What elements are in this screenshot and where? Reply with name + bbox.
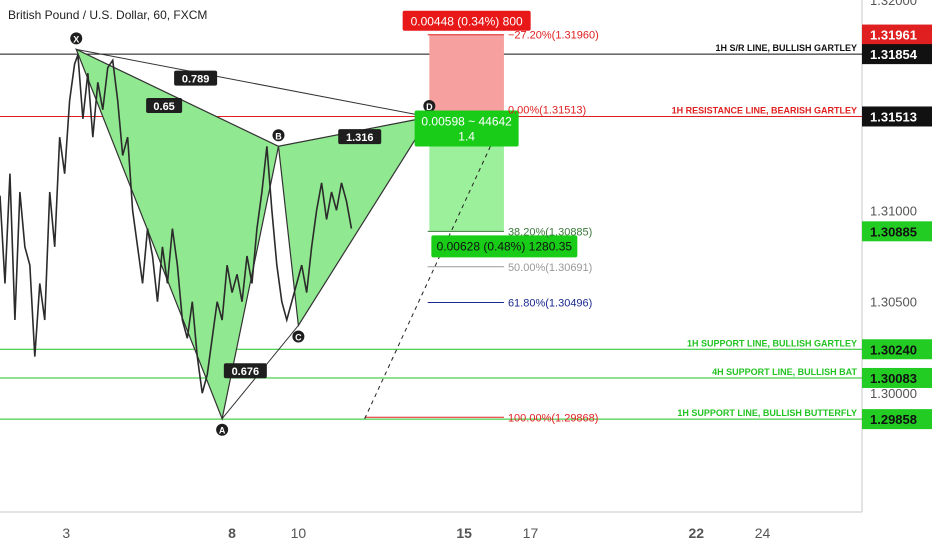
price-badge-2: 1.31513 — [870, 109, 917, 124]
price-badge-box-4 — [862, 339, 932, 360]
price-badge-6: 1.29858 — [870, 412, 917, 427]
fib-label-zero: 0.00%(1.31513) — [508, 104, 586, 116]
point-marker-b — [272, 129, 285, 142]
point-marker-x — [70, 32, 83, 45]
target-label-box — [431, 235, 578, 258]
point-marker-a — [216, 423, 229, 436]
target-label: 0.00628 (0.48%) 1280.35 — [437, 239, 573, 253]
chart-title: British Pound / U.S. Dollar, 60, FXCM — [8, 8, 208, 22]
point-label-d: D — [426, 102, 433, 112]
price-badge-0: 1.31961 — [870, 28, 917, 43]
ratio-label-2: 1.316 — [346, 132, 374, 144]
price-badge-box-5 — [862, 367, 932, 388]
x-tick-label-3: 15 — [456, 525, 472, 541]
level-caption-3: 4H SUPPORT LINE, BULLISH BAT — [712, 367, 857, 377]
point-label-a: A — [219, 426, 226, 436]
x-tick-label-1: 8 — [228, 525, 236, 541]
point-label-b: B — [275, 131, 282, 141]
x-tick-label-0: 3 — [62, 525, 70, 541]
point-marker-d — [423, 100, 436, 113]
level-caption-0: 1H S/R LINE, BULLISH GARTLEY — [715, 43, 857, 53]
fib-label-0: −27.20%(1.31960) — [508, 30, 599, 42]
price-series — [0, 54, 353, 394]
fib-label-4: 100.00%(1.29868) — [508, 412, 599, 424]
reward-label-box — [414, 110, 519, 147]
risk-zone[interactable] — [429, 34, 504, 117]
fib-label-1: 38.20%(1.30885) — [508, 226, 592, 238]
price-badge-box-1 — [862, 44, 932, 65]
ratio-label-3: 0.676 — [232, 366, 260, 378]
pattern-xd-line — [76, 48, 430, 118]
point-marker-c — [292, 330, 305, 343]
ratio-label-0: 0.789 — [182, 74, 210, 86]
point-label-c: C — [295, 332, 302, 342]
x-tick-label-4: 17 — [523, 525, 539, 541]
pattern-triangle-bcd — [277, 116, 431, 328]
fib-label-2: 50.00%(1.30691) — [508, 262, 592, 274]
y-tick-label-3: 1.30000 — [870, 386, 917, 401]
y-tick-label-1: 1.31000 — [870, 203, 917, 218]
ratio-box-0 — [174, 70, 218, 86]
level-caption-4: 1H SUPPORT LINE, BULLISH BUTTERFLY — [677, 408, 857, 418]
level-caption-1: 1H RESISTANCE LINE, BEARISH GARTLEY — [672, 105, 857, 115]
x-tick-label-5: 22 — [688, 525, 704, 541]
price-badge-4: 1.30240 — [870, 342, 917, 357]
level-caption-2: 1H SUPPORT LINE, BULLISH GARTLEY — [687, 338, 857, 348]
ratio-box-3 — [223, 363, 267, 379]
x-tick-label-2: 10 — [291, 525, 307, 541]
point-label-x: X — [73, 34, 79, 44]
price-badge-box-3 — [862, 221, 932, 242]
y-tick-label-2: 1.30500 — [870, 295, 917, 310]
price-badge-1: 1.31854 — [870, 47, 918, 62]
price-badge-5: 1.30083 — [870, 371, 917, 386]
price-badge-box-0 — [862, 24, 932, 45]
price-badge-box-6 — [862, 409, 932, 430]
price-badge-3: 1.30885 — [870, 224, 917, 239]
price-badge-box-2 — [862, 106, 932, 127]
reward-label-line2: 1.4 — [458, 129, 475, 143]
reward-label-line1: 0.00598 ~ 44642 — [421, 114, 512, 128]
y-tick-label-0: 1.32000 — [870, 0, 917, 8]
fib-label-3: 61.80%(1.30496) — [508, 297, 592, 309]
ratio-label-1: 0.65 — [153, 101, 174, 113]
ratio-box-1 — [146, 98, 183, 114]
x-tick-label-6: 24 — [755, 525, 771, 541]
risk-label: 0.00448 (0.34%) 800 — [411, 15, 523, 29]
risk-label-box — [402, 10, 531, 31]
ratio-box-2 — [338, 129, 382, 145]
